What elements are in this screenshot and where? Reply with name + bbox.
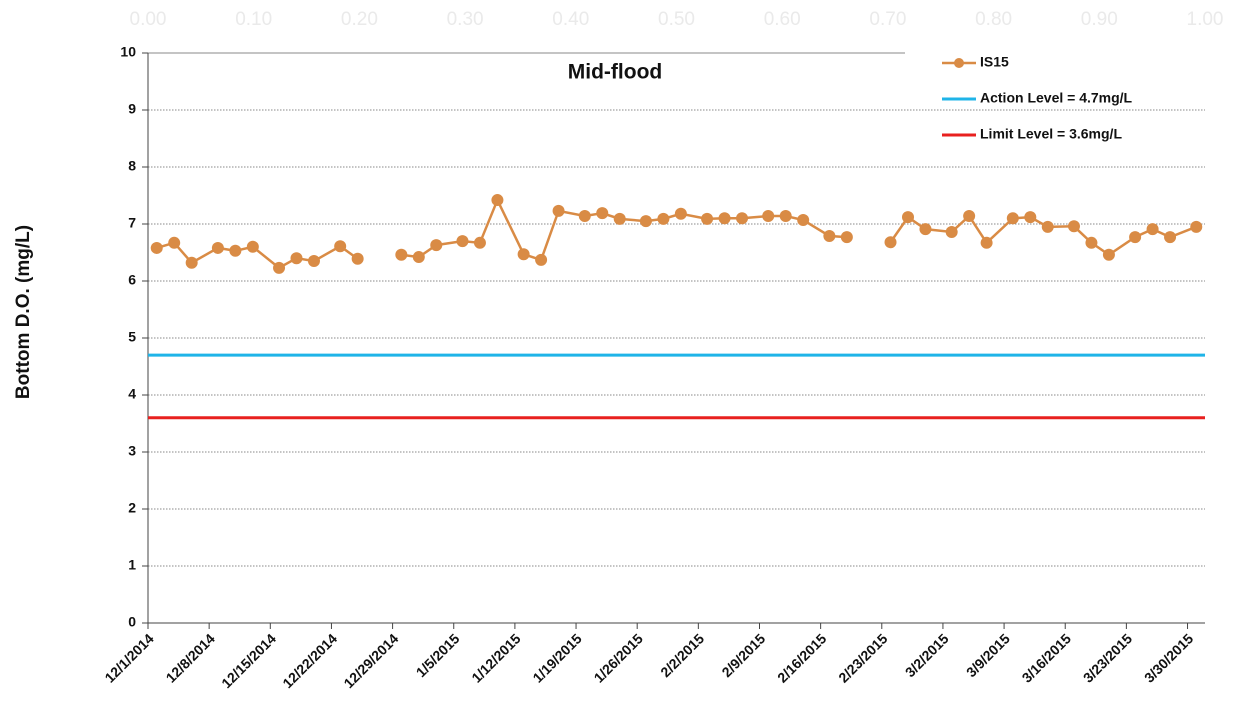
point (657, 212, 670, 225)
point (552, 204, 565, 217)
point (246, 240, 259, 253)
point (517, 248, 530, 261)
x2-tick-label: 0.40 (552, 9, 589, 30)
x-tick-label: 3/2/2015 (902, 630, 952, 680)
x-tick-label: 2/23/2015 (835, 630, 891, 686)
point (762, 210, 775, 223)
point (491, 194, 504, 207)
x-tick-label: 12/8/2014 (163, 630, 219, 686)
y-tick-label: 10 (120, 44, 136, 60)
y-axis-label: Bottom D.O. (mg/L) (13, 225, 34, 399)
x-tick-label: 3/16/2015 (1019, 630, 1075, 686)
point (456, 235, 469, 248)
point (395, 248, 408, 261)
point (718, 212, 731, 225)
point (980, 236, 993, 249)
y-tick-label: 8 (128, 158, 136, 174)
x2-tick-label: 0.50 (658, 9, 695, 30)
point (535, 253, 548, 266)
point (1102, 248, 1115, 261)
point (674, 207, 687, 220)
point (351, 252, 364, 265)
point (901, 211, 914, 224)
x2-tick-label: 0.60 (764, 9, 801, 30)
x-tick-label: 12/15/2014 (218, 630, 279, 691)
x2-tick-label: 0.20 (341, 9, 378, 30)
point (1146, 223, 1159, 236)
y-tick-label: 9 (128, 101, 136, 117)
y-tick-label: 4 (128, 386, 136, 402)
point (1067, 220, 1080, 233)
point (840, 231, 853, 244)
point (307, 255, 320, 268)
legend-marker (954, 58, 964, 68)
y-tick-label: 6 (128, 272, 136, 288)
x2-tick-label: 1.00 (1187, 9, 1224, 30)
point (1041, 220, 1054, 233)
point (473, 236, 486, 249)
x-tick-label: 12/29/2014 (340, 630, 401, 691)
x2-tick-label: 0.30 (447, 9, 484, 30)
point (963, 210, 976, 223)
x-tick-label: 12/22/2014 (279, 630, 340, 691)
point (1085, 236, 1098, 249)
x-tick-label: 1/12/2015 (468, 630, 524, 686)
chart-title: Mid-flood (568, 61, 662, 84)
y-tick-label: 5 (128, 329, 136, 345)
y-tick-label: 3 (128, 443, 136, 459)
x2-tick-label: 0.90 (1081, 9, 1118, 30)
point (596, 207, 609, 220)
point (229, 244, 242, 257)
y-tick-label: 7 (128, 215, 136, 231)
point (701, 212, 714, 225)
y-tick-label: 0 (128, 614, 136, 630)
legend-label: Action Level = 4.7mg/L (980, 90, 1133, 106)
point (1190, 220, 1203, 233)
point (185, 256, 198, 269)
x-tick-label: 1/26/2015 (591, 630, 647, 686)
y-tick-label: 2 (128, 500, 136, 516)
point (334, 240, 347, 253)
x-tick-label: 12/1/2014 (101, 630, 157, 686)
point (1129, 231, 1142, 244)
point (613, 212, 626, 225)
x-tick-label: 1/5/2015 (413, 630, 463, 680)
point (1024, 211, 1037, 224)
point (150, 241, 163, 254)
point (430, 239, 443, 252)
point (639, 215, 652, 228)
x2-tick-label: 0.10 (235, 9, 272, 30)
legend-label: IS15 (980, 54, 1009, 70)
point (945, 225, 958, 238)
x-tick-label: 2/9/2015 (718, 630, 768, 680)
x-tick-label: 2/2/2015 (657, 630, 707, 680)
point (797, 214, 810, 227)
point (736, 212, 749, 225)
point (823, 229, 836, 242)
x-tick-label: 2/16/2015 (774, 630, 830, 686)
point (211, 241, 224, 254)
point (884, 236, 897, 249)
y-tick-label: 1 (128, 557, 136, 573)
legend-label: Limit Level = 3.6mg/L (980, 126, 1122, 142)
x2-tick-label: 0.80 (975, 9, 1012, 30)
x-tick-label: 3/23/2015 (1080, 630, 1136, 686)
point (412, 251, 425, 264)
x2-tick-label: 0.00 (130, 9, 167, 30)
point (1164, 231, 1177, 244)
point (290, 252, 303, 265)
point (273, 261, 286, 274)
x-tick-label: 3/30/2015 (1141, 630, 1197, 686)
point (578, 210, 591, 223)
x-tick-label: 1/19/2015 (529, 630, 585, 686)
point (1006, 212, 1019, 225)
point (168, 236, 181, 249)
x2-tick-label: 0.70 (869, 9, 906, 30)
point (919, 223, 932, 236)
point (779, 210, 792, 223)
x-tick-label: 3/9/2015 (963, 630, 1013, 680)
